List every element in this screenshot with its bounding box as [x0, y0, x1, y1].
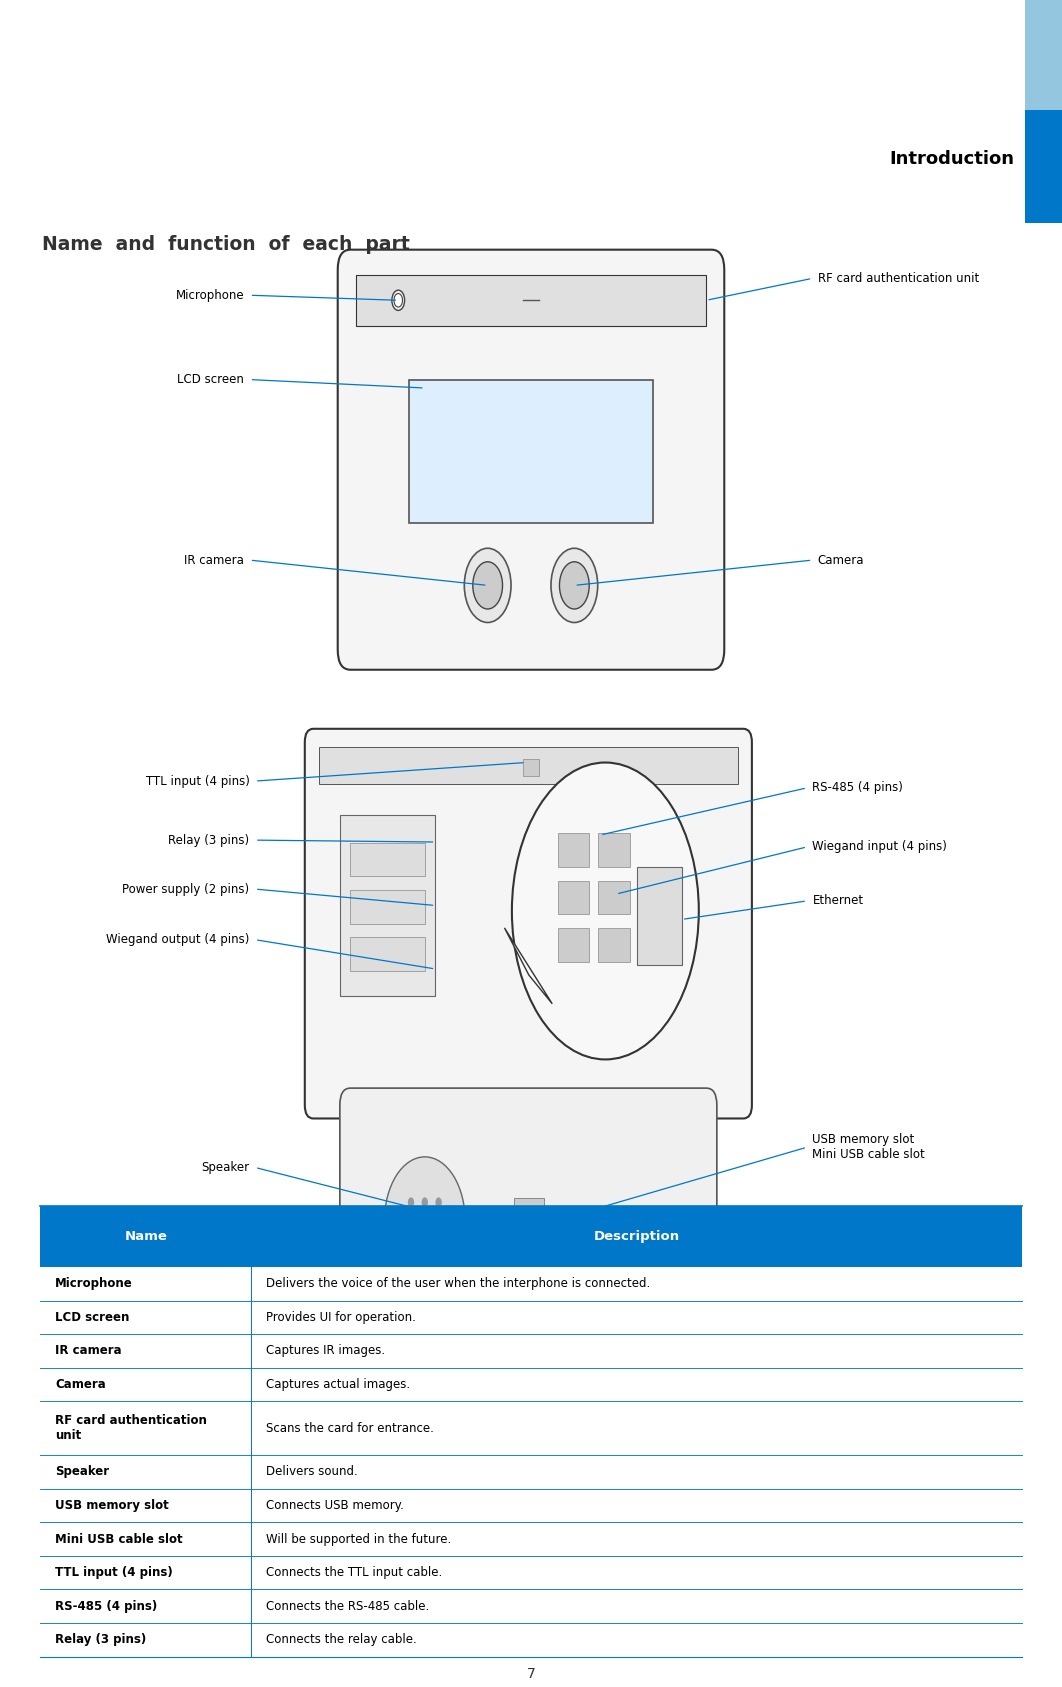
- Circle shape: [551, 548, 598, 623]
- Circle shape: [435, 1198, 442, 1208]
- Text: Provides UI for operation.: Provides UI for operation.: [267, 1311, 416, 1324]
- Text: RS-485 (4 pins): RS-485 (4 pins): [812, 781, 904, 795]
- Text: Wiegand output (4 pins): Wiegand output (4 pins): [106, 933, 250, 946]
- Text: TTL input (4 pins): TTL input (4 pins): [55, 1566, 173, 1579]
- Bar: [40, 1368, 1022, 1402]
- Polygon shape: [504, 928, 552, 1004]
- Circle shape: [464, 548, 511, 623]
- Circle shape: [435, 1216, 442, 1226]
- Text: LCD screen: LCD screen: [177, 373, 244, 386]
- Text: RS-485 (4 pins): RS-485 (4 pins): [55, 1599, 157, 1613]
- Circle shape: [394, 294, 402, 307]
- FancyBboxPatch shape: [340, 1088, 717, 1333]
- Text: Captures actual images.: Captures actual images.: [267, 1378, 410, 1392]
- Text: USB memory slot
Mini USB cable slot: USB memory slot Mini USB cable slot: [812, 1134, 925, 1161]
- Bar: [558, 928, 589, 962]
- Bar: [514, 1198, 544, 1274]
- Bar: [350, 938, 425, 972]
- Text: Microphone: Microphone: [175, 288, 244, 302]
- Text: Connects the relay cable.: Connects the relay cable.: [267, 1633, 417, 1647]
- Text: Ethernet: Ethernet: [812, 894, 863, 908]
- Bar: [40, 1623, 1022, 1657]
- Text: Microphone: Microphone: [55, 1277, 133, 1291]
- Text: Relay (3 pins): Relay (3 pins): [169, 833, 250, 847]
- Text: IR camera: IR camera: [55, 1345, 122, 1358]
- Text: Will be supported in the future.: Will be supported in the future.: [267, 1532, 451, 1545]
- Bar: [558, 833, 589, 867]
- Circle shape: [422, 1235, 428, 1245]
- Bar: [598, 833, 630, 867]
- Circle shape: [408, 1216, 414, 1226]
- Circle shape: [560, 562, 589, 609]
- Bar: [40, 1488, 1022, 1522]
- Bar: [598, 928, 630, 962]
- Text: USB memory slot: USB memory slot: [55, 1500, 169, 1512]
- Bar: [319, 747, 738, 784]
- Bar: [40, 1589, 1022, 1623]
- Bar: [598, 881, 630, 914]
- Text: Speaker: Speaker: [55, 1466, 109, 1478]
- Text: Name  and  function  of  each  part: Name and function of each part: [42, 234, 410, 255]
- Text: Description: Description: [594, 1230, 680, 1243]
- Bar: [40, 1267, 1022, 1301]
- Text: Delivers the voice of the user when the interphone is connected.: Delivers the voice of the user when the …: [267, 1277, 650, 1291]
- Text: Connects the TTL input cable.: Connects the TTL input cable.: [267, 1566, 443, 1579]
- FancyBboxPatch shape: [338, 250, 724, 670]
- Circle shape: [473, 562, 502, 609]
- Text: Camera: Camera: [818, 553, 864, 567]
- Text: Wiegand input (4 pins): Wiegand input (4 pins): [812, 840, 947, 854]
- Text: Mini USB cable slot: Mini USB cable slot: [55, 1532, 183, 1545]
- Bar: [40, 1522, 1022, 1555]
- Text: Captures IR images.: Captures IR images.: [267, 1345, 386, 1358]
- Text: RF card authentication
unit: RF card authentication unit: [55, 1414, 207, 1442]
- Bar: [40, 1402, 1022, 1456]
- Text: IR camera: IR camera: [185, 553, 244, 567]
- Circle shape: [384, 1157, 465, 1285]
- Text: Name: Name: [124, 1230, 168, 1243]
- Bar: [350, 844, 425, 877]
- Circle shape: [422, 1216, 428, 1226]
- Text: Power supply (2 pins): Power supply (2 pins): [122, 882, 250, 896]
- Bar: [409, 380, 653, 523]
- Bar: [40, 1301, 1022, 1334]
- Text: Camera: Camera: [55, 1378, 106, 1392]
- Bar: [340, 815, 435, 995]
- Bar: [40, 1206, 1022, 1267]
- Bar: [523, 759, 539, 776]
- Bar: [40, 1456, 1022, 1488]
- Circle shape: [408, 1235, 414, 1245]
- Bar: [40, 1555, 1022, 1589]
- Text: TTL input (4 pins): TTL input (4 pins): [145, 774, 250, 788]
- Bar: [356, 275, 706, 326]
- Bar: [558, 881, 589, 914]
- Text: Delivers sound.: Delivers sound.: [267, 1466, 358, 1478]
- Text: Scans the card for entrance.: Scans the card for entrance.: [267, 1422, 434, 1434]
- Text: RF card authentication unit: RF card authentication unit: [818, 272, 979, 285]
- Circle shape: [435, 1235, 442, 1245]
- FancyBboxPatch shape: [305, 729, 752, 1118]
- Circle shape: [422, 1198, 428, 1208]
- Bar: [350, 891, 425, 924]
- Text: Connects the RS-485 cable.: Connects the RS-485 cable.: [267, 1599, 429, 1613]
- Bar: [637, 867, 682, 965]
- Text: 7: 7: [527, 1667, 535, 1680]
- Text: Relay (3 pins): Relay (3 pins): [55, 1633, 147, 1647]
- Bar: [1025, 0, 1062, 110]
- Circle shape: [408, 1198, 414, 1208]
- Bar: [40, 1334, 1022, 1368]
- Circle shape: [392, 290, 405, 310]
- Text: Connects USB memory.: Connects USB memory.: [267, 1500, 404, 1512]
- Text: Introduction: Introduction: [889, 150, 1014, 167]
- Text: Speaker: Speaker: [202, 1161, 250, 1174]
- Bar: [1025, 110, 1062, 223]
- Text: LCD screen: LCD screen: [55, 1311, 130, 1324]
- Circle shape: [512, 763, 699, 1059]
